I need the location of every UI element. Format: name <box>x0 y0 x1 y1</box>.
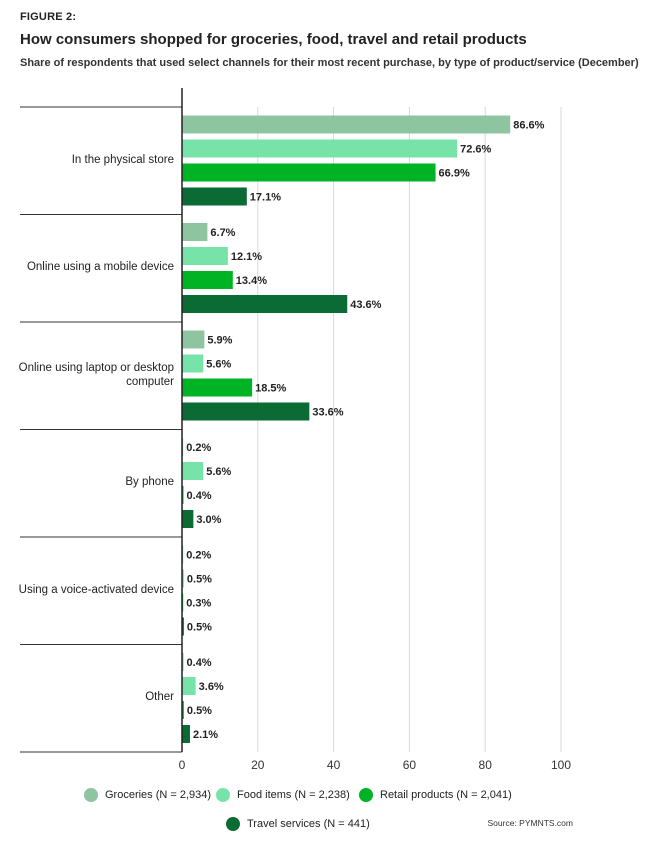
value-label: 0.5% <box>187 574 212 586</box>
value-label: 0.5% <box>187 622 212 634</box>
value-label: 0.3% <box>186 598 211 610</box>
value-label: 72.6% <box>460 144 491 156</box>
category-label: Online using laptop or desktop computer <box>18 361 174 388</box>
bar-retail-1 <box>182 271 233 289</box>
chart-subtitle: Share of respondents that used select ch… <box>20 57 639 69</box>
bar-food-0 <box>182 139 458 158</box>
x-tick-label: 60 <box>403 758 417 772</box>
legend-swatch-groceries <box>84 788 98 802</box>
bar-travel-3 <box>182 510 194 528</box>
legend-label-retail: Retail products (N = 2,041) <box>380 789 512 801</box>
bar-food-1 <box>182 247 228 265</box>
legend-item-travel: Travel services (N = 441) <box>226 817 370 831</box>
value-label: 0.2% <box>186 442 211 454</box>
value-label: 0.4% <box>187 657 212 669</box>
legend-swatch-food <box>216 788 230 802</box>
legend-label-food: Food items (N = 2,238) <box>237 789 350 801</box>
legend-swatch-travel <box>226 817 240 831</box>
bar-retail-2 <box>182 378 253 397</box>
source-note: Source: PYMNTS.com <box>487 818 574 828</box>
value-label: 17.1% <box>250 192 281 204</box>
category-label: By phone <box>125 476 174 489</box>
bar-retail-3 <box>182 486 184 504</box>
value-label: 6.7% <box>210 227 235 239</box>
bar-groceries-5 <box>182 653 184 671</box>
value-label: 5.6% <box>206 359 231 371</box>
value-label: 43.6% <box>350 299 381 311</box>
bar-groceries-1 <box>182 223 208 241</box>
x-tick-label: 100 <box>551 758 571 772</box>
value-label: 3.0% <box>196 514 221 526</box>
value-label: 2.1% <box>193 729 218 741</box>
x-tick-label: 40 <box>327 758 341 772</box>
value-label: 12.1% <box>231 251 262 263</box>
value-label: 0.5% <box>187 705 212 717</box>
legend-item-groceries: Groceries (N = 2,934) <box>84 788 211 802</box>
legend-item-food: Food items (N = 2,238) <box>216 788 350 802</box>
bar-travel-1 <box>182 295 348 313</box>
bar-food-5 <box>182 677 196 695</box>
bar-groceries-2 <box>182 330 205 349</box>
category-label: In the physical store <box>71 153 174 166</box>
legend-item-retail: Retail products (N = 2,041) <box>359 788 512 802</box>
category-label: Using a voice-activated device <box>18 583 174 596</box>
value-label: 0.2% <box>186 550 211 562</box>
bar-travel-2 <box>182 402 310 421</box>
value-label: 33.6% <box>312 407 343 419</box>
value-label: 5.9% <box>207 335 232 347</box>
value-label: 0.4% <box>187 490 212 502</box>
x-tick-label: 20 <box>251 758 265 772</box>
x-tick-label: 80 <box>479 758 493 772</box>
bar-retail-0 <box>182 163 436 182</box>
bar-food-2 <box>182 354 204 373</box>
bar-travel-0 <box>182 187 247 206</box>
legend-swatch-retail <box>359 788 373 802</box>
value-label: 13.4% <box>236 275 267 287</box>
value-label: 18.5% <box>255 383 286 395</box>
x-tick-label: 0 <box>179 758 186 772</box>
bar-groceries-0 <box>182 115 511 134</box>
bar-travel-5 <box>182 725 190 743</box>
bar-food-3 <box>182 462 204 480</box>
value-label: 86.6% <box>513 120 544 132</box>
bar-retail-5 <box>182 701 184 719</box>
category-label: Online using a mobile device <box>26 261 174 274</box>
bar-food-4 <box>182 569 184 588</box>
category-label: Other <box>145 691 174 704</box>
chart-title: How consumers shopped for groceries, foo… <box>20 31 527 48</box>
legend-label-groceries: Groceries (N = 2,934) <box>105 789 212 801</box>
legend-label-travel: Travel services (N = 441) <box>247 818 370 830</box>
bar-travel-4 <box>182 617 184 636</box>
value-label: 3.6% <box>199 681 224 693</box>
figure-label: FIGURE 2: <box>20 11 77 23</box>
value-label: 5.6% <box>206 466 231 478</box>
value-label: 66.9% <box>439 168 470 180</box>
